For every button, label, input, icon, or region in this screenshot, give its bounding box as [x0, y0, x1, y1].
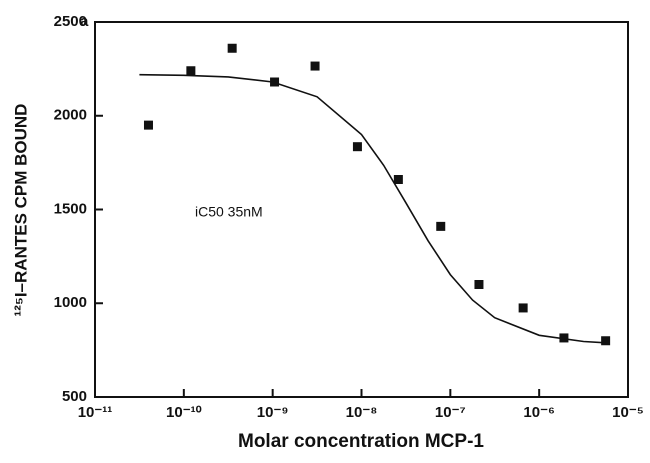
x-axis-label: Molar concentration MCP-1: [238, 431, 484, 452]
data-point: [518, 303, 528, 313]
data-point: [143, 120, 153, 130]
data-point: [559, 333, 569, 343]
x-tick-label: 10⁻⁶: [523, 404, 555, 421]
plot-frame: [94, 21, 629, 398]
x-tick-label: 10⁻¹¹: [78, 404, 113, 421]
y-tick-label: 1000: [54, 294, 87, 311]
y-tick-label: 1500: [54, 200, 87, 217]
x-tick-label: 10⁻¹⁰: [166, 404, 202, 421]
y-tick-label: 2500: [54, 13, 87, 30]
x-tick-label: 10⁻⁷: [435, 404, 466, 421]
x-tick-label: 10⁻⁸: [346, 404, 378, 421]
y-tick-label: 2000: [54, 107, 87, 124]
data-point: [352, 142, 362, 152]
data-point: [310, 61, 320, 71]
data-point: [186, 66, 196, 76]
panel-label: a: [80, 13, 89, 30]
data-point: [474, 280, 484, 289]
fit-curve: [139, 73, 606, 344]
data-point: [436, 221, 446, 231]
data-point: [227, 43, 237, 53]
data-point: [601, 336, 611, 346]
annotation: iC50 35nM: [195, 204, 263, 220]
data-point: [393, 175, 403, 184]
y-axis-label: ¹²⁵I–RANTES CPM BOUND: [11, 104, 30, 317]
y-tick-label: 500: [62, 388, 87, 405]
x-tick-label: 10⁻⁹: [257, 404, 289, 421]
x-tick-label: 10⁻⁵: [612, 404, 644, 421]
